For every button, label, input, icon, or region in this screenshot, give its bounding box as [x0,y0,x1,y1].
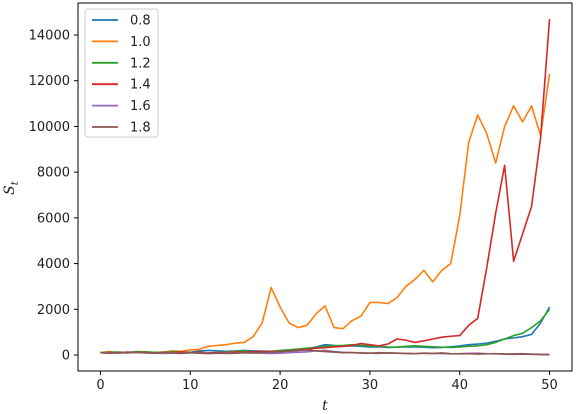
y-tick-label: 12000 [29,74,70,89]
legend-label: 1.4 [130,78,151,93]
x-axis-label: t [322,398,328,414]
x-ticks: 0 10 20 30 40 50 [96,371,558,393]
legend-label: 1.2 [130,56,151,71]
y-tick-label: 2000 [37,303,70,318]
series-line-1-8 [100,349,550,356]
legend-label: 1.0 [130,35,151,50]
y-axis-label-subscript: t [10,180,21,185]
x-tick-label: 10 [182,378,199,393]
y-tick-label: 4000 [37,257,70,272]
y-tick-label: 0 [62,349,70,364]
legend-label: 1.6 [130,99,151,114]
y-tick-label: 14000 [29,29,70,44]
x-tick-label: 30 [362,378,379,393]
y-tick-label: 8000 [37,166,70,181]
y-tick-label: 10000 [29,120,70,135]
legend-label: 0.8 [130,14,151,29]
y-axis-label: St [2,180,21,195]
x-tick-label: 20 [272,378,289,393]
y-ticks: 0 2000 4000 6000 8000 10000 12000 14000 [29,29,78,364]
series-layer [100,18,551,356]
plot-area [78,3,572,371]
x-tick-label: 40 [451,378,468,393]
legend: 0.8 1.0 1.2 1.4 1.6 1.8 [84,8,159,138]
y-tick-label: 6000 [37,211,70,226]
plot-frame [77,2,573,372]
x-tick-label: 50 [541,378,558,393]
x-tick-label: 0 [96,378,104,393]
legend-label: 1.8 [130,121,151,136]
